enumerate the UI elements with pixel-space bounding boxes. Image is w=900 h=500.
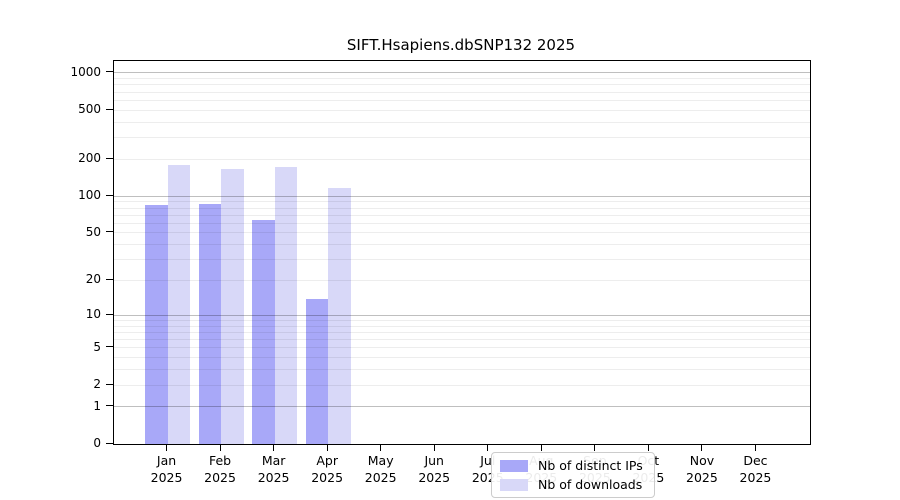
bar-distinct-ips-mar — [252, 219, 275, 444]
y-tick-label: 2 — [93, 377, 101, 391]
x-tick-mark — [647, 445, 649, 451]
minor-gridline — [114, 99, 810, 101]
x-tick-mark — [219, 445, 221, 451]
x-tick-mark — [273, 445, 275, 451]
major-gridline — [114, 72, 810, 74]
x-tick-mark — [166, 445, 168, 451]
y-tick-mark — [106, 71, 113, 73]
y-tick-label: 100 — [78, 188, 101, 203]
bar-downloads-mar — [274, 166, 298, 444]
y-tick-mark — [106, 313, 113, 315]
y-tick-label: 0 — [93, 436, 101, 450]
x-tick-label-feb: Feb 2025 — [204, 453, 236, 485]
legend: Nb of distinct IPs Nb of downloads — [491, 452, 655, 498]
x-tick-label-apr: Apr 2025 — [311, 453, 344, 485]
minor-gridline — [114, 201, 810, 203]
legend-item-downloads: Nb of downloads — [500, 477, 643, 492]
y-tick-label: 1000 — [70, 64, 101, 79]
bar-distinct-ips-jan — [145, 205, 168, 444]
x-tick-mark — [326, 445, 328, 451]
y-tick-label: 50 — [85, 224, 101, 239]
minor-gridline — [114, 84, 810, 86]
y-tick-mark — [106, 278, 113, 280]
legend-item-distinct-ips: Nb of distinct IPs — [500, 458, 643, 473]
chart-title: SIFT.Hsapiens.dbSNP132 2025 — [346, 36, 576, 54]
y-tick-mark — [106, 405, 113, 407]
legend-swatch-distinct-ips — [500, 459, 528, 472]
x-tick-mark — [433, 445, 435, 451]
y-tick-mark — [106, 157, 113, 159]
y-tick-label: 500 — [78, 102, 101, 117]
minor-gridline — [114, 137, 810, 138]
minor-gridline — [114, 121, 810, 123]
bar-downloads-apr — [328, 187, 351, 444]
legend-label-downloads: Nb of downloads — [538, 477, 643, 492]
y-tick-label: 5 — [93, 339, 101, 354]
y-tick-mark — [106, 383, 113, 385]
plot-area: Nb of distinct IPs Nb of downloads — [113, 60, 811, 498]
y-tick-label: 10 — [85, 307, 101, 322]
minor-gridline — [114, 91, 810, 93]
minor-gridline — [114, 158, 810, 160]
legend-swatch-downloads — [500, 478, 528, 491]
y-tick-mark — [106, 442, 113, 444]
x-tick-mark — [487, 445, 489, 451]
y-tick-mark — [106, 231, 113, 233]
x-tick-label-nov: Nov 2025 — [686, 453, 718, 485]
y-tick-mark — [106, 194, 113, 196]
x-tick-label-jan: Jan 2025 — [150, 453, 183, 485]
bar-downloads-jan — [167, 164, 191, 444]
minor-gridline — [114, 78, 810, 80]
x-tick-mark — [380, 445, 382, 451]
x-tick-mark — [701, 445, 703, 451]
x-tick-mark — [540, 445, 542, 451]
x-tick-label-may: May 2025 — [364, 453, 397, 485]
y-tick-label: 1 — [93, 398, 101, 413]
major-gridline — [114, 195, 810, 197]
x-tick-mark — [594, 445, 596, 451]
bar-distinct-ips-feb — [198, 204, 222, 444]
y-tick-label: 20 — [85, 272, 101, 287]
x-tick-label-dec: Dec 2025 — [739, 453, 772, 485]
y-tick-label: 200 — [78, 151, 101, 166]
x-tick-label-mar: Mar 2025 — [257, 453, 290, 485]
x-tick-mark — [754, 445, 756, 451]
y-tick-mark — [106, 108, 113, 110]
y-tick-mark — [106, 346, 113, 348]
minor-gridline — [114, 109, 810, 111]
bar-distinct-ips-apr — [305, 298, 329, 444]
bar-downloads-feb — [221, 169, 244, 444]
x-tick-label-jun: Jun 2025 — [418, 453, 451, 485]
legend-label-distinct-ips: Nb of distinct IPs — [538, 458, 643, 473]
